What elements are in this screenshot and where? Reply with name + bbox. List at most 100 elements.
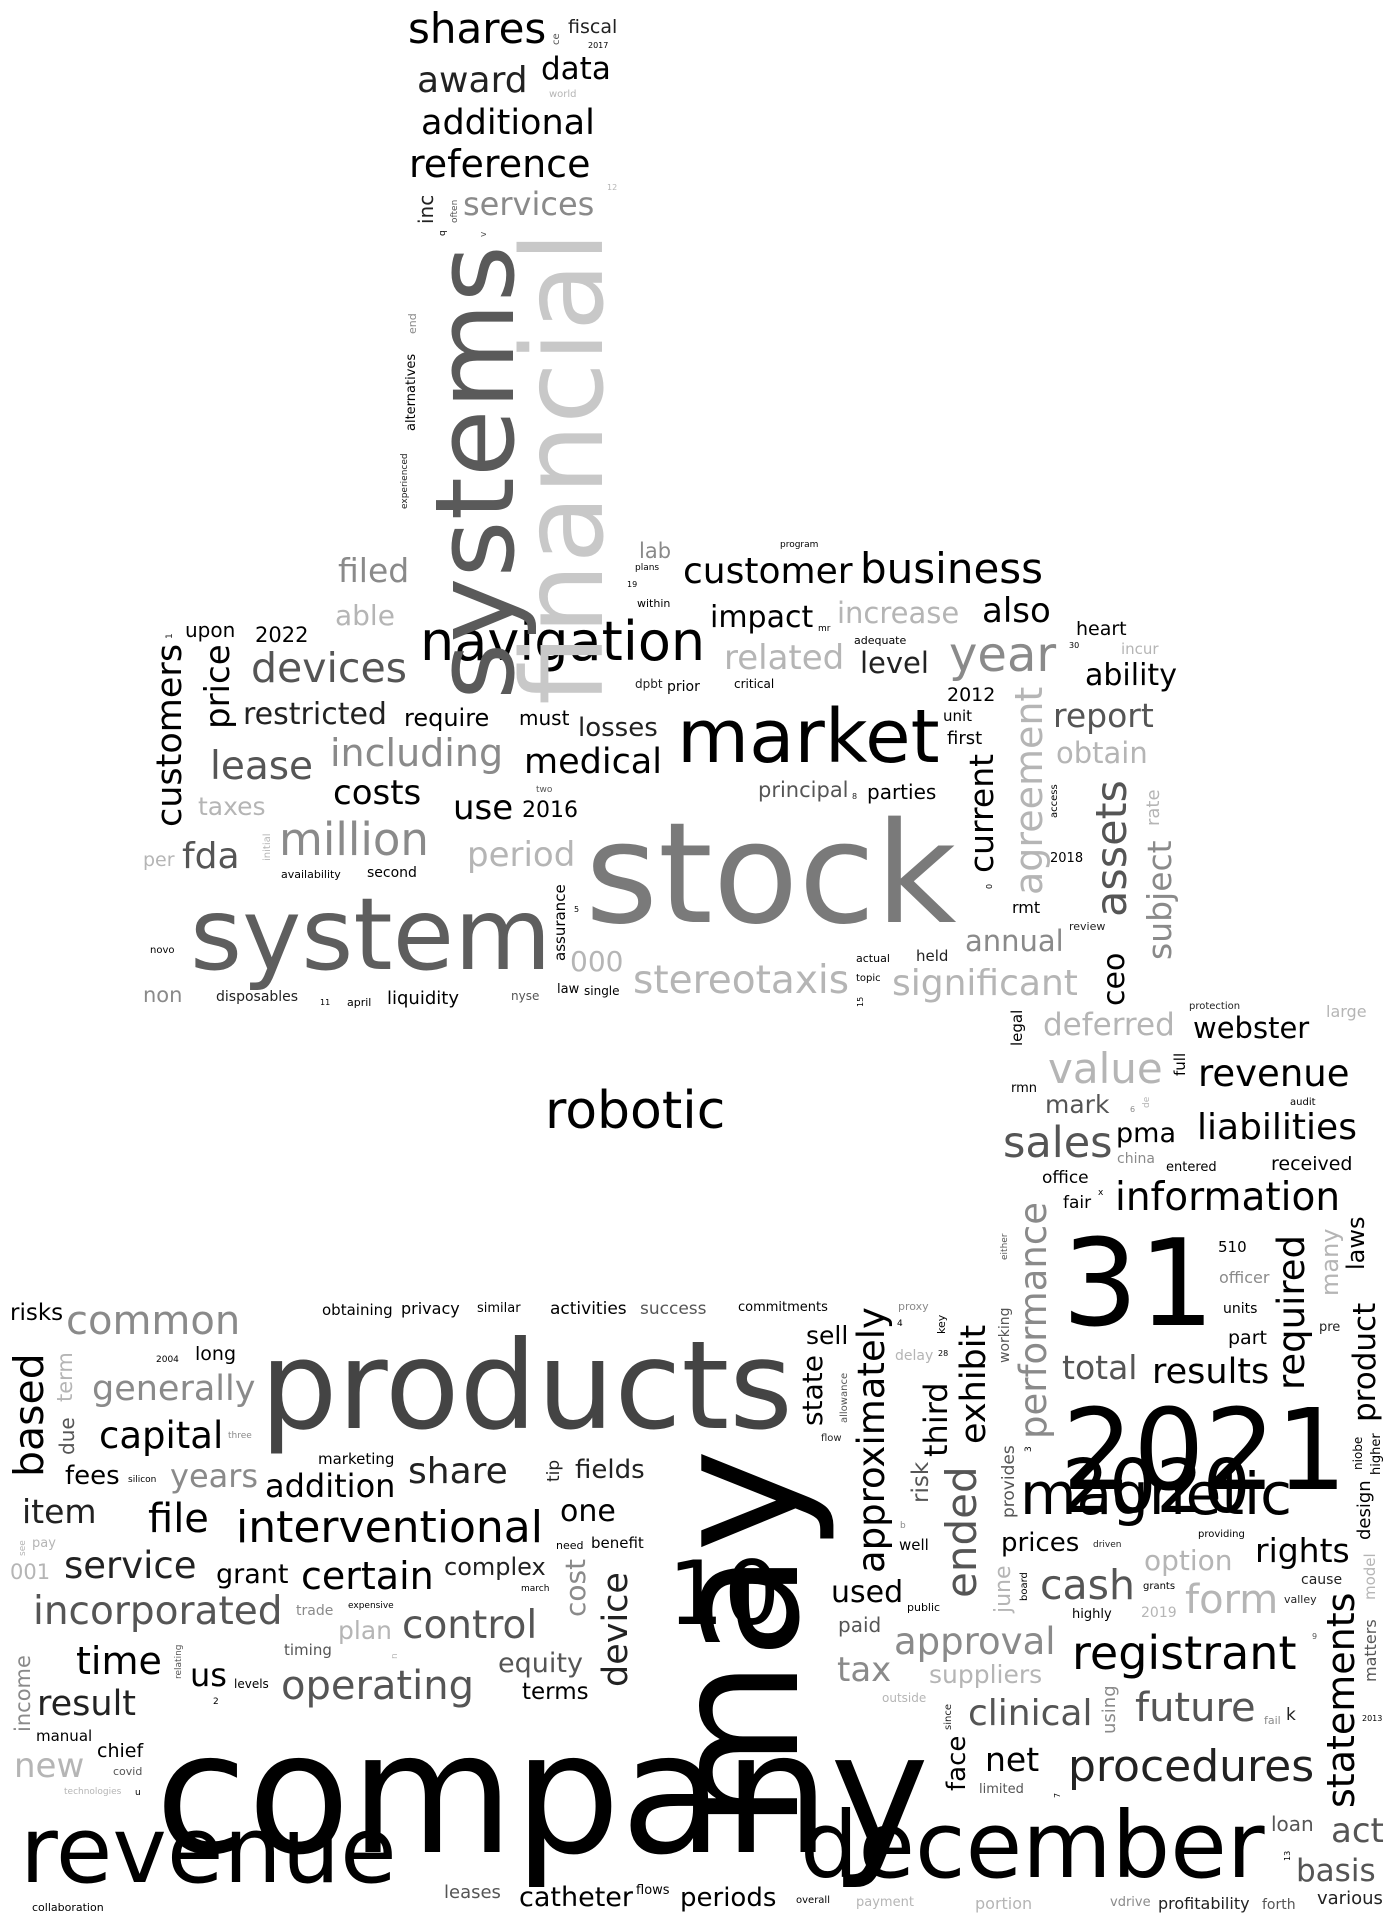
word: 31 [1062, 1215, 1215, 1354]
word: timing [284, 1641, 332, 1659]
word: audit [1290, 1097, 1316, 1108]
word: mr [818, 624, 831, 634]
word: heart [1076, 618, 1127, 640]
word: paid [838, 1613, 882, 1637]
word: profitability [1158, 1894, 1250, 1913]
word: 0 [985, 883, 994, 889]
word: critical [734, 677, 775, 691]
word: ability [1085, 658, 1177, 693]
word: 2 [213, 1697, 219, 1707]
word: complex [444, 1553, 546, 1581]
word: highly [1072, 1607, 1112, 1622]
word: due [55, 1417, 79, 1455]
word: liabilities [1197, 1107, 1357, 1148]
word: plan [338, 1616, 392, 1645]
word: level [860, 646, 929, 680]
word: magnetic [1020, 1460, 1293, 1528]
word: outside [882, 1691, 927, 1705]
word: dpbt [635, 677, 663, 691]
word: 28 [938, 1349, 949, 1358]
word: relating [174, 1644, 184, 1679]
word: fiscal [568, 16, 618, 38]
word: third [917, 1382, 955, 1457]
word: item [22, 1492, 97, 1531]
word: loan [1271, 1812, 1314, 1836]
word: cause [1301, 1572, 1343, 1588]
word: based [5, 1353, 53, 1477]
word: 2021 [1062, 1386, 1348, 1516]
word: unit [943, 707, 973, 725]
word: overall [796, 1895, 830, 1906]
word: periods [680, 1883, 777, 1913]
word: 8 [852, 792, 858, 801]
word: equity [498, 1648, 583, 1679]
word: first [947, 728, 983, 749]
word: robotic [545, 1081, 726, 1141]
word: protection [1189, 1001, 1241, 1012]
word: 9 [1312, 1632, 1318, 1641]
word: act [1331, 1811, 1384, 1851]
word: 7 [1053, 1792, 1062, 1798]
word: interventional [236, 1502, 543, 1553]
word: 000 [570, 945, 624, 978]
word: held [916, 947, 949, 965]
word: assurance [551, 884, 569, 961]
word: forth [1262, 1897, 1296, 1913]
word: 3 [1024, 1446, 1034, 1452]
word: one [560, 1494, 616, 1529]
word: second [367, 865, 417, 881]
word: sales [1003, 1118, 1113, 1168]
word: agreement [1007, 686, 1051, 895]
word: grant [216, 1559, 289, 1590]
word: office [1042, 1168, 1089, 1188]
word: certain [301, 1554, 434, 1598]
word: current [962, 753, 1001, 873]
word: q [438, 230, 448, 236]
word: tip [544, 1459, 564, 1482]
word: generally [92, 1369, 256, 1409]
word: per [143, 849, 175, 871]
word: incur [1121, 640, 1159, 658]
word: require [404, 704, 490, 732]
word: world [549, 89, 577, 100]
word: leases [444, 1882, 501, 1903]
word: additional [421, 103, 595, 143]
word: march [521, 1584, 550, 1594]
word: term [53, 1352, 77, 1402]
word: devices [251, 644, 408, 692]
word: addition [265, 1467, 396, 1505]
word: clinical [968, 1693, 1093, 1734]
word: program [780, 540, 819, 550]
word: model [1361, 1553, 1379, 1600]
word: system [190, 876, 552, 993]
word: plans [635, 563, 660, 573]
word: device [596, 1572, 636, 1687]
word: ceo [1097, 952, 1132, 1006]
word: million [279, 813, 429, 866]
word: x [1098, 1188, 1104, 1198]
word: restricted [243, 697, 387, 732]
word: information [1115, 1175, 1341, 1220]
word: exhibit [954, 1324, 994, 1444]
word: option [1144, 1544, 1233, 1577]
word: flows [636, 1883, 670, 1898]
word: product [1347, 1302, 1383, 1422]
word: used [831, 1575, 904, 1610]
word: share [408, 1451, 508, 1492]
word: chief [97, 1740, 144, 1762]
word: company [155, 1696, 930, 1892]
word: navigation [420, 610, 706, 673]
word: 19 [627, 580, 638, 589]
word: webster [1193, 1011, 1310, 1045]
word: april [347, 996, 372, 1009]
word: registrant [1072, 1626, 1297, 1680]
word: similar [477, 1301, 521, 1316]
word: 13 [1283, 1850, 1292, 1861]
word: related [724, 638, 845, 678]
word: collaboration [32, 1901, 104, 1914]
word: initial [262, 833, 273, 862]
word: new [14, 1746, 85, 1786]
word: valley [1284, 1593, 1317, 1606]
word: 2012 [947, 684, 996, 706]
